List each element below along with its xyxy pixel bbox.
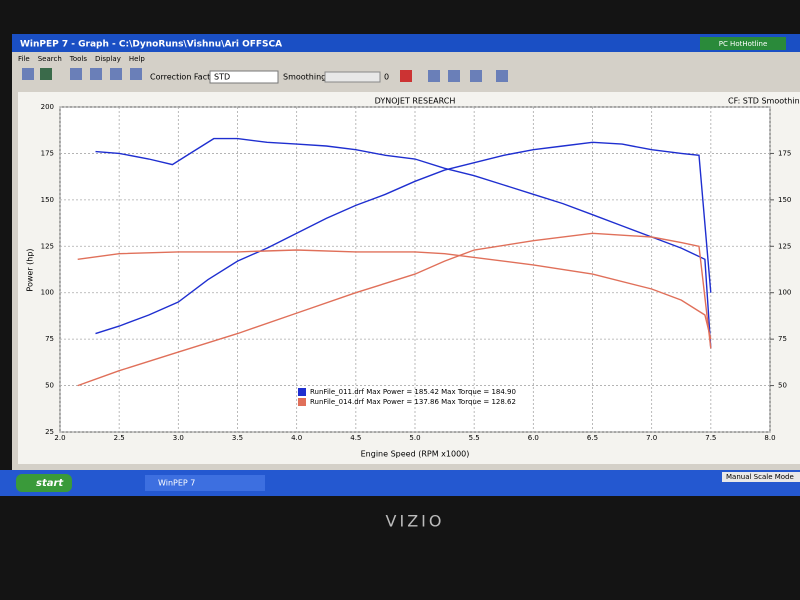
y-tick-label: 175: [41, 149, 54, 157]
toolbar-icon[interactable]: [448, 70, 460, 82]
y-tick-label: 125: [41, 242, 54, 250]
toolbar-icon[interactable]: [400, 70, 412, 82]
data-line: [95, 137, 712, 349]
y-tick-label: 25: [45, 428, 54, 436]
toolbar-icon[interactable]: [90, 68, 102, 80]
y2-tick-label: 150: [778, 196, 791, 204]
chart-title: DYNOJET RESEARCH: [375, 97, 456, 106]
x-tick-label: 7.5: [705, 434, 716, 442]
data-line: [95, 141, 712, 335]
toolbar-icon[interactable]: [428, 70, 440, 82]
badge: [700, 37, 786, 50]
x-tick-label: 4.0: [291, 434, 302, 442]
window-title: WinPEP 7 - Graph - C:\DynoRuns\Vishnu\Ar…: [20, 40, 282, 50]
data-line: [77, 232, 712, 387]
y2-tick-label: 125: [778, 242, 791, 250]
correction-value: STD: [214, 73, 230, 82]
y-tick-label: 200: [41, 103, 54, 111]
title-bar: [12, 34, 800, 52]
y2-tick-label: 75: [778, 335, 787, 343]
taskbar: [0, 470, 800, 496]
x-tick-label: 6.0: [528, 434, 539, 442]
status-text: Manual Scale Mode: [726, 473, 794, 481]
toolbar-icon[interactable]: [470, 70, 482, 82]
y-tick-label: 150: [41, 196, 54, 204]
correction-label: Correction Factor:: [150, 73, 221, 82]
task-button[interactable]: [145, 475, 265, 491]
x-tick-label: 3.5: [232, 434, 243, 442]
x-tick-label: 5.5: [469, 434, 480, 442]
chart-subtitle: CF: STD Smoothing: [728, 97, 800, 106]
toolbar-icon[interactable]: [22, 68, 34, 80]
menu-item[interactable]: Help: [129, 55, 146, 63]
toolbar-icon[interactable]: [496, 70, 508, 82]
brand: VIZIO: [386, 512, 445, 531]
menu-item[interactable]: Display: [95, 55, 121, 63]
legend-text: RunFile_011.drf Max Power = 185.42 Max T…: [310, 388, 516, 396]
y2-tick-label: 100: [778, 289, 791, 297]
toolbar-icon[interactable]: [40, 68, 52, 80]
start-text: start: [36, 478, 64, 489]
legend-text: RunFile_014.drf Max Power = 137.86 Max T…: [310, 398, 516, 406]
data-line: [77, 249, 712, 340]
smoothing-label: Smoothing:: [283, 73, 329, 82]
x-tick-label: 4.5: [350, 434, 361, 442]
toolbar-icon[interactable]: [130, 68, 142, 80]
smoothing-slider[interactable]: [324, 71, 381, 83]
y-axis-label: Power (hp): [26, 248, 35, 291]
x-tick-label: 2.5: [114, 434, 125, 442]
toolbar-icon[interactable]: [70, 68, 82, 80]
correction-select[interactable]: [209, 70, 279, 84]
menu-item[interactable]: Tools: [69, 55, 88, 63]
y2-tick-label: 175: [778, 149, 791, 157]
x-tick-label: 3.0: [173, 434, 184, 442]
menu-item[interactable]: File: [18, 55, 30, 63]
toolbar-icon[interactable]: [110, 68, 122, 80]
smoothing-value: 0: [384, 73, 389, 82]
x-tick-label: 2.0: [54, 434, 65, 442]
x-tick-label: 6.5: [587, 434, 598, 442]
x-tick-label: 5.0: [409, 434, 420, 442]
status-box: [722, 472, 800, 482]
menu-item[interactable]: Search: [38, 55, 62, 63]
badge-text: PC HotHotline: [719, 40, 768, 48]
task-text: WinPEP 7: [158, 479, 195, 488]
x-tick-label: 8.0: [764, 434, 775, 442]
x-axis-label: Engine Speed (RPM x1000): [361, 450, 470, 459]
y-tick-label: 100: [41, 289, 54, 297]
y-tick-label: 50: [45, 382, 54, 390]
start-button[interactable]: [16, 474, 72, 492]
y-tick-label: 75: [45, 335, 54, 343]
legend-swatch: [298, 388, 306, 396]
y2-tick-label: 50: [778, 382, 787, 390]
x-tick-label: 7.0: [646, 434, 657, 442]
legend-swatch: [298, 398, 306, 406]
